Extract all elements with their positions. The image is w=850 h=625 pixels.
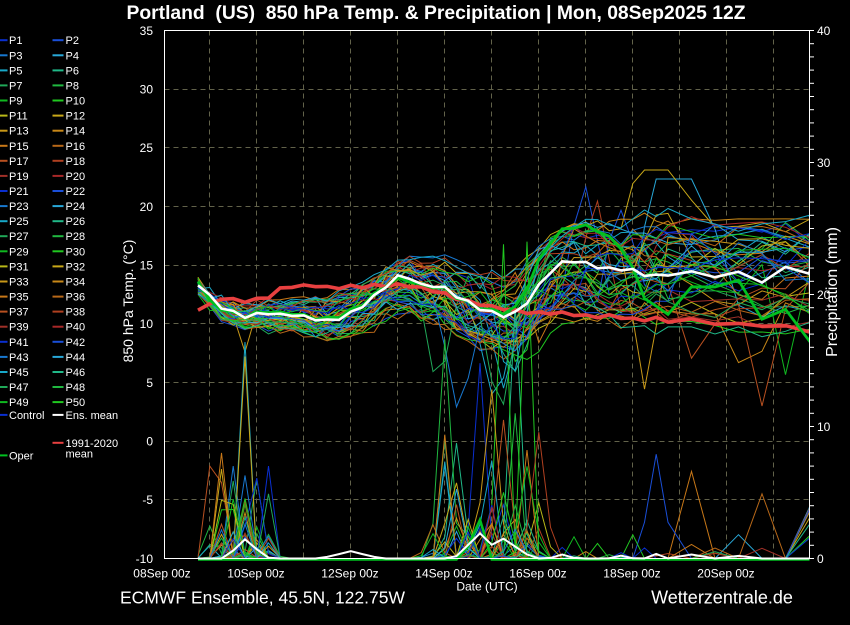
svg-text:10: 10 [817,420,831,434]
svg-text:P5: P5 [9,65,22,77]
svg-text:P45: P45 [9,367,29,379]
svg-text:P26: P26 [66,216,86,228]
svg-text:-5: -5 [142,493,153,507]
svg-text:P27: P27 [9,231,29,243]
svg-text:20: 20 [817,288,831,302]
svg-text:P34: P34 [66,277,86,289]
svg-text:0: 0 [817,552,824,566]
svg-text:P1: P1 [9,35,22,47]
svg-text:P35: P35 [9,292,29,304]
svg-text:P32: P32 [66,261,86,273]
svg-text:P8: P8 [66,80,79,92]
svg-text:40: 40 [817,24,831,38]
svg-text:P21: P21 [9,186,29,198]
svg-text:P10: P10 [66,96,86,108]
svg-text:30: 30 [817,156,831,170]
svg-text:25: 25 [140,141,154,155]
svg-text:P16: P16 [66,141,86,153]
svg-text:P31: P31 [9,261,29,273]
svg-text:20: 20 [140,200,154,214]
svg-text:P38: P38 [66,307,86,319]
svg-text:P23: P23 [9,201,29,213]
svg-text:16Sep 00z: 16Sep 00z [509,567,566,581]
svg-text:P29: P29 [9,246,29,258]
svg-text:P12: P12 [66,111,86,123]
svg-text:P15: P15 [9,141,29,153]
svg-text:P11: P11 [9,111,28,123]
svg-text:P33: P33 [9,277,29,289]
svg-text:-10: -10 [136,552,154,566]
svg-text:14Sep 00z: 14Sep 00z [415,567,472,581]
svg-text:P24: P24 [66,201,86,213]
svg-text:P25: P25 [9,216,29,228]
svg-text:P28: P28 [66,231,86,243]
svg-text:P50: P50 [66,397,86,409]
svg-text:P13: P13 [9,126,29,138]
svg-text:35: 35 [140,24,154,38]
svg-text:1991-2020: 1991-2020 [66,438,119,450]
svg-text:P20: P20 [66,171,86,183]
svg-text:P6: P6 [66,65,79,77]
svg-text:P36: P36 [66,292,86,304]
svg-text:18Sep 00z: 18Sep 00z [603,567,660,581]
svg-text:P18: P18 [66,156,86,168]
svg-text:10: 10 [140,317,154,331]
svg-text:P43: P43 [9,352,29,364]
svg-text:P30: P30 [66,246,86,258]
svg-text:P17: P17 [9,156,29,168]
svg-text:P3: P3 [9,50,22,62]
svg-text:ECMWF Ensemble, 45.5N, 122.75W: ECMWF Ensemble, 45.5N, 122.75W [120,588,405,608]
svg-text:P40: P40 [66,322,86,334]
svg-text:P46: P46 [66,367,86,379]
svg-text:P49: P49 [9,397,29,409]
svg-text:Wetterzentrale.de: Wetterzentrale.de [651,588,793,608]
svg-text:30: 30 [140,83,154,97]
svg-text:Control: Control [9,410,44,422]
svg-text:10Sep 00z: 10Sep 00z [227,567,284,581]
svg-text:P44: P44 [66,352,86,364]
svg-text:850 hPa Temp. (°C): 850 hPa Temp. (°C) [120,240,136,363]
svg-text:Precipitation (mm): Precipitation (mm) [824,227,841,357]
svg-text:20Sep 00z: 20Sep 00z [697,567,754,581]
svg-text:P9: P9 [9,96,22,108]
svg-text:0: 0 [146,435,153,449]
svg-text:15: 15 [140,259,154,273]
svg-text:P37: P37 [9,307,29,319]
svg-text:P19: P19 [9,171,29,183]
svg-text:Oper: Oper [9,450,34,462]
svg-text:P7: P7 [9,80,22,92]
svg-text:P39: P39 [9,322,29,334]
svg-text:Date (UTC): Date (UTC) [456,580,517,594]
svg-text:P22: P22 [66,186,86,198]
svg-text:12Sep 00z: 12Sep 00z [321,567,378,581]
svg-text:P2: P2 [66,35,79,47]
svg-text:P47: P47 [9,382,29,394]
svg-text:P41: P41 [9,337,29,349]
svg-text:P48: P48 [66,382,86,394]
svg-text:mean: mean [66,448,94,460]
svg-text:P42: P42 [66,337,86,349]
svg-text:5: 5 [146,376,153,390]
svg-text:Portland (US) 850 hPa Temp.: Portland (US) 850 hPa Temp. & Precipitat… [127,3,746,24]
svg-text:P14: P14 [66,126,86,138]
svg-text:Ens. mean: Ens. mean [66,410,119,422]
svg-text:P4: P4 [66,50,79,62]
svg-text:08Sep 00z: 08Sep 00z [133,567,190,581]
